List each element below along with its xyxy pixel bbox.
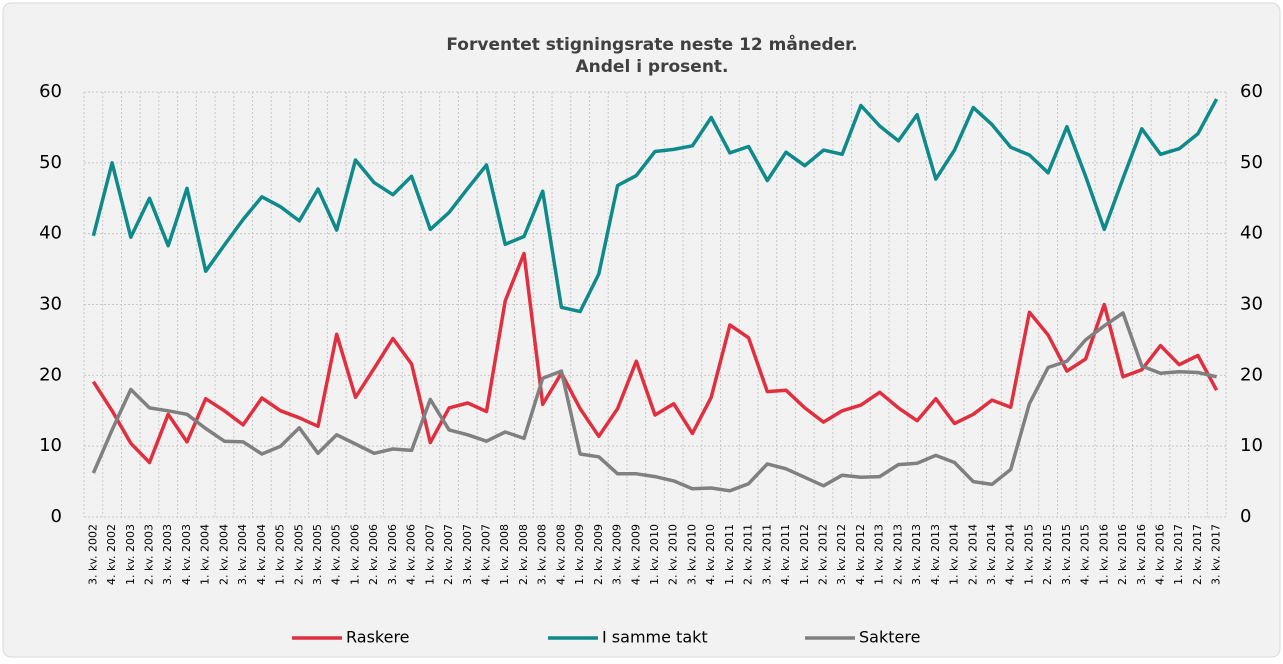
y-tick-label: 30 [39, 294, 62, 315]
x-tick-label: 3. kv. 2012 [835, 524, 848, 585]
y2-tick-label: 10 [1240, 435, 1263, 456]
x-tick-label: 3. kv. 2014 [985, 524, 998, 585]
x-tick-label: 4. kv. 2012 [854, 524, 867, 585]
x-tick-label: 4. kv. 2005 [330, 524, 343, 585]
chart-subtitle: Andel i prosent. [575, 57, 728, 77]
x-tick-label: 4. kv. 2015 [1079, 524, 1092, 585]
x-tick-label: 3. kv. 2007 [461, 524, 474, 585]
x-tick-label: 2. kv. 2010 [667, 524, 680, 585]
x-tick-label: 4. kv. 2014 [1004, 524, 1017, 585]
series-line [91, 251, 1219, 465]
x-tick-label: 3. kv. 2017 [1210, 524, 1223, 585]
x-tick-label: 2. kv. 2004 [217, 524, 230, 585]
series-line [91, 98, 1219, 314]
x-tick-label: 3. kv. 2004 [236, 524, 249, 585]
y2-tick-label: 0 [1240, 506, 1251, 527]
y-tick-label: 50 [39, 152, 62, 173]
x-tick-label: 4. kv. 2009 [629, 524, 642, 585]
x-tick-label: 2. kv. 2011 [742, 524, 755, 585]
legend-label: I samme takt [602, 628, 708, 647]
x-tick-label: 2. kv. 2013 [891, 524, 904, 585]
y2-tick-label: 40 [1240, 223, 1263, 244]
x-tick-label: 3. kv. 2013 [910, 524, 923, 585]
x-tick-label: 1. kv. 2014 [948, 524, 961, 585]
legend-label: Saktere [859, 628, 920, 647]
x-tick-label: 1. kv. 2010 [648, 524, 661, 585]
x-tick-label: 4. kv. 2006 [405, 524, 418, 585]
x-tick-label: 3. kv. 2003 [161, 524, 174, 585]
x-tick-label: 1. kv. 2012 [798, 524, 811, 585]
x-tick-label: 3. kv. 2006 [386, 524, 399, 585]
x-tick-label: 1. kv. 2016 [1097, 524, 1110, 585]
x-tick-label: 3. kv. 2011 [760, 524, 773, 585]
x-tick-label: 4. kv. 2013 [929, 524, 942, 585]
x-tick-label: 4. kv. 2007 [480, 524, 493, 585]
x-tick-label: 1. kv. 2009 [573, 524, 586, 585]
x-tick-label: 3. kv. 2016 [1135, 524, 1148, 585]
x-tick-label: 1. kv. 2003 [124, 524, 137, 585]
y-tick-label: 60 [39, 81, 62, 102]
x-tick-label: 4. kv. 2002 [105, 524, 118, 585]
x-tick-label: 3. kv. 2010 [685, 524, 698, 585]
x-tick-label: 3. kv. 2002 [86, 524, 99, 585]
x-tick-label: 3. kv. 2008 [536, 524, 549, 585]
y-tick-label: 20 [39, 364, 62, 385]
y-tick-label: 40 [39, 223, 62, 244]
x-tick-label: 2. kv. 2007 [442, 524, 455, 585]
x-tick-label: 4. kv. 2016 [1153, 524, 1166, 585]
x-tick-label: 2. kv. 2017 [1191, 524, 1204, 585]
x-tick-label: 2. kv. 2006 [367, 524, 380, 585]
x-tick-label: 1. kv. 2015 [1022, 524, 1035, 585]
x-tick-label: 3. kv. 2015 [1060, 524, 1073, 585]
x-tick-label: 2. kv. 2009 [592, 524, 605, 585]
y2-tick-label: 20 [1240, 364, 1263, 385]
y2-tick-label: 50 [1240, 152, 1263, 173]
legend-label: Raskere [346, 628, 410, 647]
x-tick-label: 2. kv. 2014 [966, 524, 979, 585]
chart-title: Forventet stigningsrate neste 12 måneder… [446, 33, 857, 55]
y-tick-label: 10 [39, 435, 62, 456]
x-tick-label: 1. kv. 2004 [199, 524, 212, 585]
x-tick-label: 2. kv. 2003 [143, 524, 156, 585]
x-tick-label: 1. kv. 2011 [723, 524, 736, 585]
x-tick-label: 1. kv. 2005 [274, 524, 287, 585]
y2-tick-label: 60 [1240, 81, 1263, 102]
x-tick-label: 1. kv. 2017 [1172, 524, 1185, 585]
x-tick-label: 4. kv. 2011 [779, 524, 792, 585]
x-tick-label: 4. kv. 2008 [554, 524, 567, 585]
x-tick-label: 2. kv. 2015 [1041, 524, 1054, 585]
x-tick-label: 2. kv. 2016 [1116, 524, 1129, 585]
x-tick-label: 4. kv. 2003 [180, 524, 193, 585]
series-line [91, 311, 1217, 493]
x-tick-label: 3. kv. 2005 [311, 524, 324, 585]
x-tick-label: 4. kv. 2010 [704, 524, 717, 585]
x-tick-label: 1. kv. 2007 [423, 524, 436, 585]
x-tick-label: 4. kv. 2004 [255, 524, 268, 585]
y-tick-label: 0 [51, 506, 62, 527]
x-tick-label: 1. kv. 2006 [348, 524, 361, 585]
x-tick-label: 1. kv. 2008 [498, 524, 511, 585]
x-tick-label: 2. kv. 2005 [292, 524, 305, 585]
y2-tick-label: 30 [1240, 294, 1263, 315]
x-tick-label: 3. kv. 2009 [611, 524, 624, 585]
x-tick-label: 1. kv. 2013 [873, 524, 886, 585]
x-tick-label: 2. kv. 2008 [517, 524, 530, 585]
x-tick-label: 2. kv. 2012 [816, 524, 829, 585]
